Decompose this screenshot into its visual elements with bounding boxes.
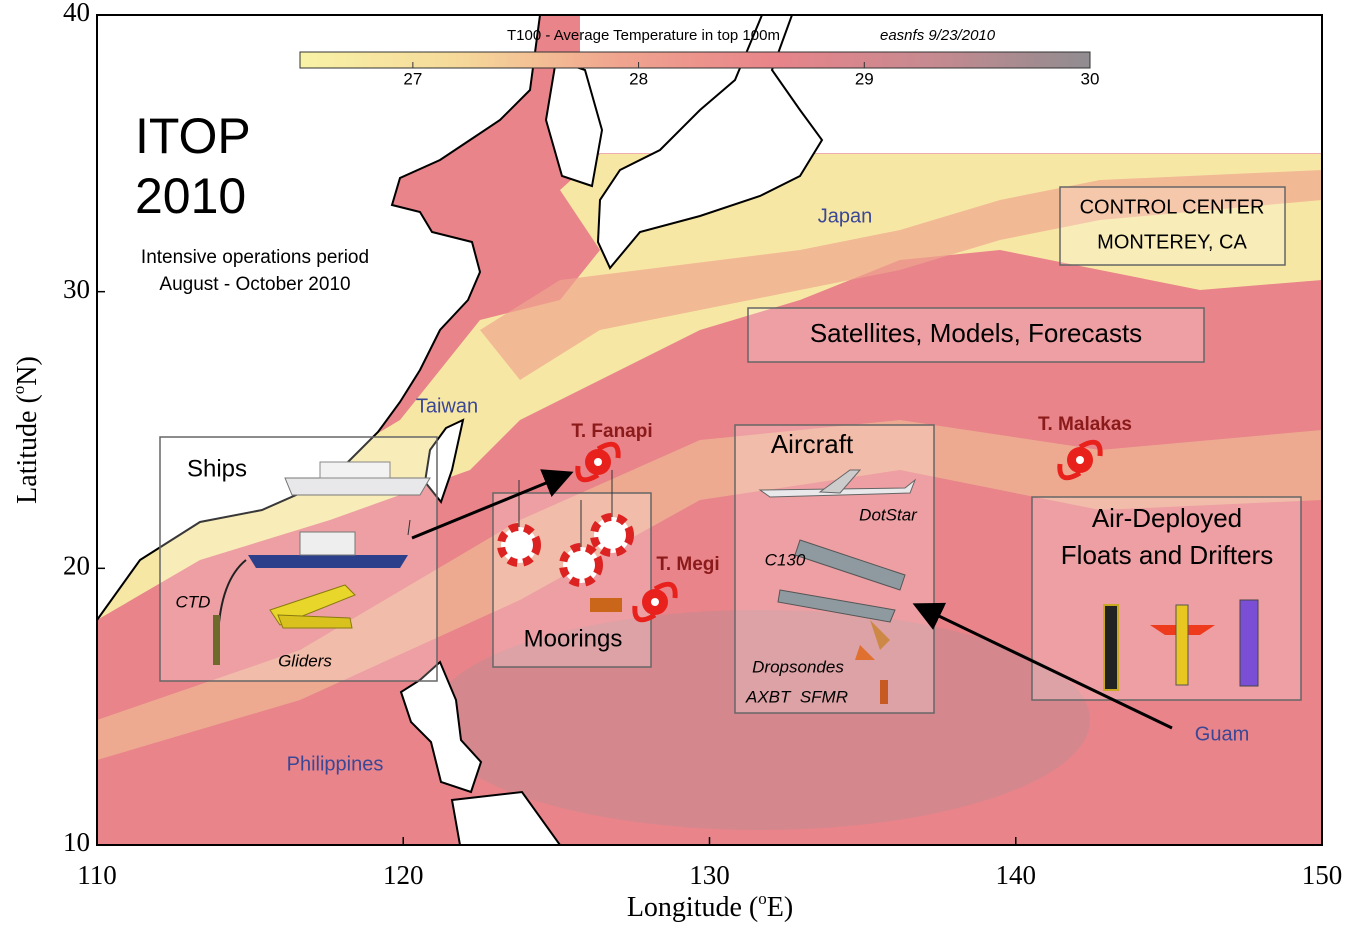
storm-label: T. Malakas	[1038, 414, 1132, 435]
panel	[1059, 186, 1286, 266]
y-axis-label: Latitude (oN)	[9, 356, 44, 504]
place-label: Japan	[818, 205, 873, 227]
x-tick-label: 120	[383, 860, 424, 890]
colorbar-title: T100 - Average Temperature in top 100m	[507, 27, 780, 44]
arrow	[912, 602, 1173, 730]
mid-water	[97, 420, 1322, 760]
place-label: Philippines	[287, 753, 384, 775]
storm-arm	[596, 441, 621, 459]
storm-label: T. Megi	[656, 554, 719, 575]
korea-coast	[544, 58, 604, 188]
panel	[747, 307, 1205, 363]
panel-item: C130	[765, 550, 806, 569]
label-part: Longitude (	[627, 892, 758, 923]
place-label: Taiwan	[416, 395, 478, 417]
colorbar	[299, 51, 1091, 69]
panel-item: CTD	[176, 592, 211, 611]
arrow	[411, 469, 574, 540]
y-tick-label: 40	[63, 0, 90, 27]
storm-eye	[1076, 456, 1084, 464]
y-tick-label: 10	[63, 827, 90, 857]
title-line: ITOP	[135, 108, 251, 164]
label-sup: o	[9, 386, 28, 395]
panel	[734, 424, 935, 714]
panel-item: DotStar	[859, 505, 918, 524]
label-part: N)	[12, 356, 43, 386]
panel-title: MONTEREY, CA	[1097, 231, 1247, 253]
taiwan-coast	[423, 418, 465, 505]
philippine-islands	[450, 790, 562, 845]
panel-title: Moorings	[524, 625, 623, 652]
storm-eye	[594, 458, 602, 466]
axis-ticks: 27 28 29 30 110 120 130 140 150 10 20 30 40	[63, 0, 1342, 890]
ship-icons	[213, 461, 431, 665]
y-tick-label: 20	[63, 551, 90, 581]
x-axis-label: Longitude (oE)	[627, 889, 793, 924]
x-tick-label: 130	[689, 860, 730, 890]
subtitle: August - October 2010	[159, 274, 350, 295]
storm-icons	[575, 439, 1103, 623]
place-label: Guam	[1195, 723, 1249, 745]
coastlines	[97, 15, 824, 845]
y-tick-label: 30	[63, 274, 90, 304]
warm-band	[480, 170, 1322, 380]
luzon-coast	[399, 660, 483, 794]
panel-item: Gliders	[278, 651, 332, 670]
panel-title: Satellites, Models, Forecasts	[810, 318, 1142, 348]
panel-title: Ships	[187, 455, 247, 482]
mooring-icons	[497, 470, 634, 612]
x-tick-label: 140	[996, 860, 1037, 890]
colorbar-tick-label: 28	[629, 69, 648, 88]
label-part: E)	[767, 892, 793, 923]
panel-title: Aircraft	[771, 429, 854, 459]
storm-arm	[632, 605, 657, 623]
x-tick-label: 150	[1302, 860, 1343, 890]
subtitle: Intensive operations period	[141, 247, 369, 268]
aircraft-icons	[758, 469, 917, 704]
storm-arm	[1057, 463, 1082, 481]
title-line: 2010	[135, 168, 246, 224]
colorbar-source: easnfs 9/23/2010	[880, 27, 996, 44]
hot-pool	[430, 610, 1090, 830]
storm-eye	[651, 598, 659, 606]
float-icons	[1103, 599, 1259, 691]
colorbar-tick-label: 27	[403, 69, 422, 88]
storm-label: T. Fanapi	[571, 421, 652, 442]
label-sup: o	[758, 889, 767, 908]
colorbar-tick-label: 29	[855, 69, 874, 88]
panel-title: Floats and Drifters	[1061, 540, 1273, 570]
label-part: Latitude (	[12, 394, 43, 504]
storm-arm	[653, 581, 678, 599]
storm-arm	[1078, 439, 1103, 457]
storm-arm	[575, 465, 600, 483]
japan-coast	[596, 15, 824, 270]
x-tick-label: 110	[77, 860, 117, 890]
panel-title: Air-Deployed	[1092, 503, 1242, 533]
panel-item: AXBT SFMR	[745, 687, 848, 706]
panel-item: Dropsondes	[752, 657, 844, 676]
panel-title: CONTROL CENTER	[1080, 196, 1265, 218]
china-coast	[97, 15, 542, 622]
colorbar-tick-label: 30	[1081, 69, 1100, 88]
